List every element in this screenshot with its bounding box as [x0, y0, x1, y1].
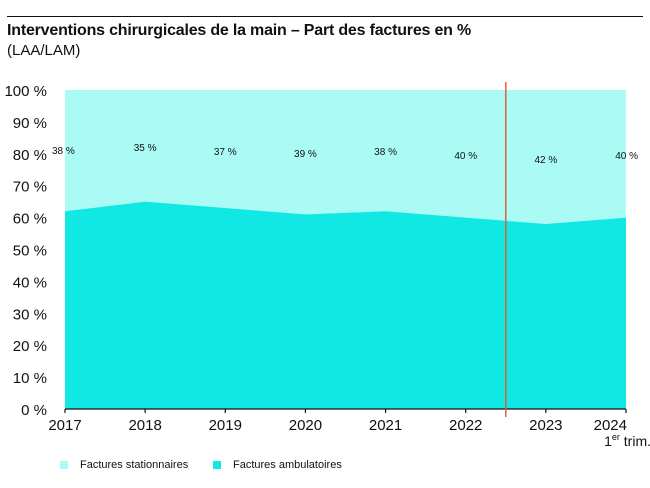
- legend-item-ambulatoires: Factures ambulatoires: [213, 459, 342, 471]
- legend-item-stationnaires: Factures stationnaires: [60, 459, 188, 471]
- y-tick-label: 100 %: [4, 83, 47, 100]
- x-tick-label: 2017: [48, 417, 81, 434]
- y-tick-label: 10 %: [13, 370, 47, 387]
- y-tick-label: 90 %: [13, 115, 47, 132]
- x-tick-label: 2022: [449, 417, 482, 434]
- top-rule: [7, 16, 643, 17]
- legend-label-stationnaires: Factures stationnaires: [80, 459, 189, 471]
- x-tick-label: 2020: [289, 417, 322, 434]
- data-label: 42 %: [534, 155, 557, 166]
- data-label: 38 %: [52, 146, 75, 157]
- x-tick-label: 2018: [128, 417, 161, 434]
- y-tick-label: 80 %: [13, 147, 47, 164]
- y-tick-label: 30 %: [13, 306, 47, 323]
- area-factures-stationnaires: [65, 90, 626, 224]
- y-tick-label: 40 %: [13, 274, 47, 291]
- y-tick-label: 50 %: [13, 243, 47, 260]
- chart-subtitle: (LAA/LAM): [7, 42, 81, 59]
- data-label: 40 %: [454, 151, 477, 162]
- legend-swatch-ambulatoires: [213, 461, 221, 469]
- x-tick-label: 2023: [529, 417, 562, 434]
- x-tick-label: 2024: [594, 417, 627, 434]
- data-label: 40 %: [615, 151, 638, 162]
- chart-title: Interventions chirurgicales de la main –…: [7, 22, 472, 39]
- data-label: 35 %: [134, 143, 157, 154]
- data-label: 37 %: [214, 147, 237, 158]
- x-tick-sublabel: 1er trim.: [604, 432, 650, 449]
- x-tick-label: 2019: [209, 417, 242, 434]
- x-tick-label: 2021: [369, 417, 402, 434]
- y-tick-label: 20 %: [13, 338, 47, 355]
- area-factures-ambulatoires: [65, 201, 626, 409]
- y-tick-label: 0 %: [21, 402, 47, 419]
- legend-swatch-stationnaires: [60, 461, 68, 469]
- data-label: 38 %: [374, 147, 397, 158]
- data-label: 39 %: [294, 149, 317, 160]
- y-tick-label: 70 %: [13, 179, 47, 196]
- legend-label-ambulatoires: Factures ambulatoires: [233, 459, 342, 471]
- y-tick-label: 60 %: [13, 211, 47, 228]
